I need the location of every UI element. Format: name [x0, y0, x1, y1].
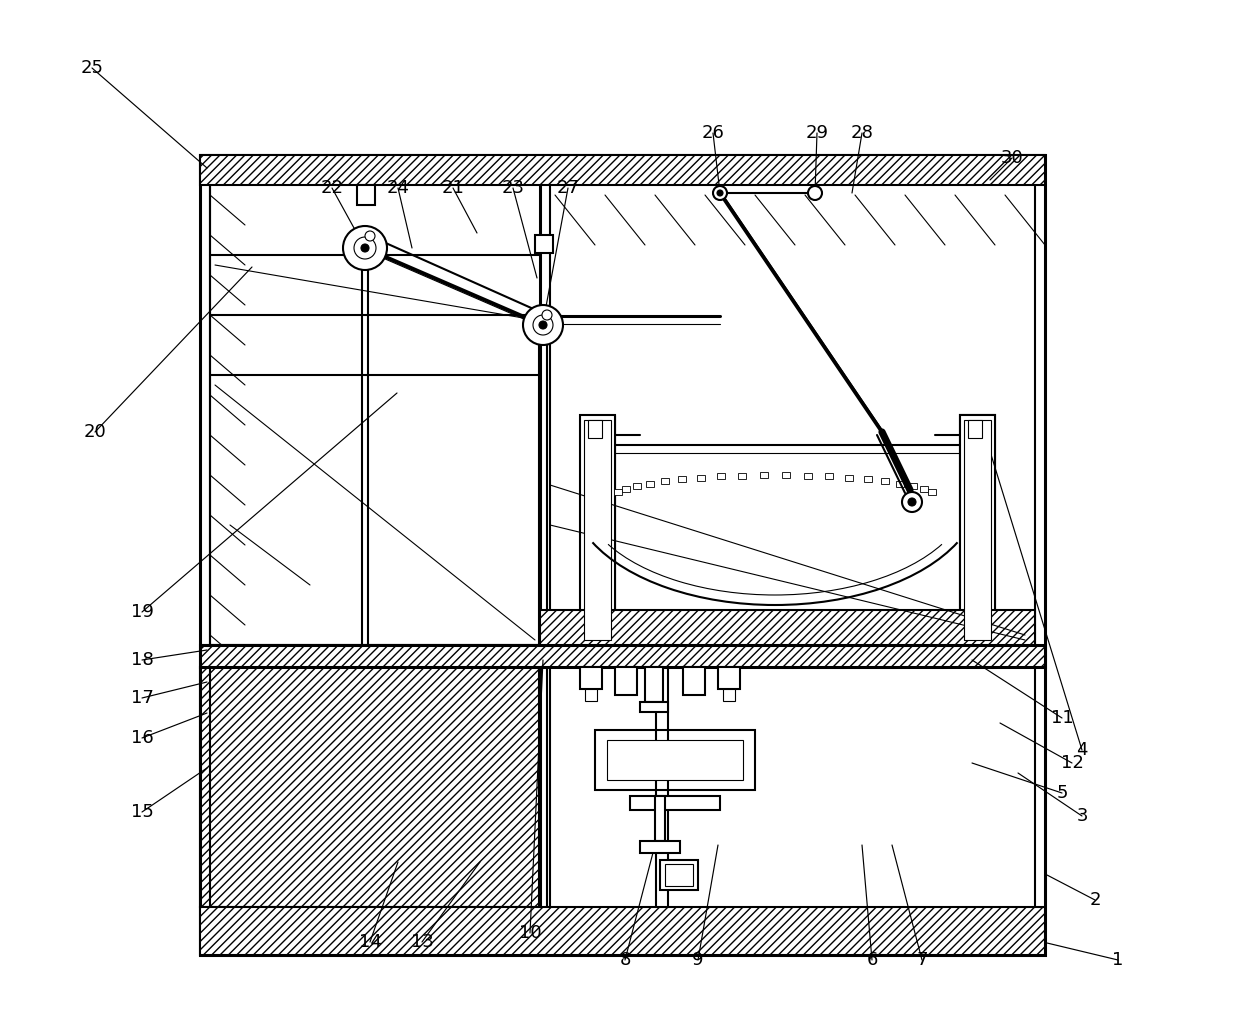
- Circle shape: [808, 186, 822, 200]
- Circle shape: [901, 492, 923, 512]
- Text: 5: 5: [1056, 784, 1068, 802]
- Circle shape: [343, 226, 387, 270]
- Circle shape: [523, 305, 563, 345]
- Bar: [960, 415, 994, 645]
- Text: 2: 2: [1089, 891, 1101, 909]
- Circle shape: [365, 231, 374, 241]
- Bar: [880, 479, 889, 485]
- Text: 7: 7: [916, 951, 928, 969]
- Text: 27: 27: [557, 179, 579, 197]
- Bar: [200, 155, 1045, 955]
- Circle shape: [542, 310, 552, 320]
- Bar: [200, 907, 1045, 955]
- Bar: [863, 477, 872, 483]
- Bar: [782, 473, 790, 478]
- Bar: [357, 185, 374, 205]
- Text: 3: 3: [1076, 807, 1087, 825]
- Bar: [534, 235, 553, 254]
- Text: 11: 11: [1050, 709, 1074, 727]
- Text: 21: 21: [441, 179, 465, 197]
- Bar: [683, 667, 706, 695]
- Bar: [584, 420, 611, 640]
- Bar: [739, 473, 746, 479]
- Bar: [632, 484, 641, 490]
- Bar: [665, 864, 693, 886]
- Bar: [804, 473, 811, 479]
- Bar: [645, 667, 663, 702]
- Bar: [580, 415, 615, 645]
- Text: 14: 14: [358, 933, 382, 951]
- Text: 29: 29: [806, 124, 828, 142]
- Bar: [622, 487, 630, 492]
- Bar: [968, 420, 982, 438]
- Bar: [718, 667, 740, 689]
- Bar: [580, 667, 601, 689]
- Text: 16: 16: [130, 729, 154, 747]
- Text: 18: 18: [130, 651, 154, 669]
- Bar: [640, 841, 680, 853]
- Bar: [615, 667, 637, 695]
- Bar: [661, 479, 670, 485]
- Bar: [909, 484, 918, 490]
- Circle shape: [717, 190, 723, 196]
- Bar: [920, 487, 928, 492]
- Bar: [539, 610, 1035, 645]
- Bar: [697, 475, 706, 481]
- Text: 20: 20: [83, 423, 107, 441]
- Bar: [595, 730, 755, 790]
- Text: 15: 15: [130, 803, 154, 821]
- Text: 25: 25: [81, 59, 103, 77]
- Text: 12: 12: [1060, 754, 1084, 772]
- Bar: [210, 165, 1035, 945]
- Text: 30: 30: [1001, 149, 1023, 167]
- Bar: [580, 415, 615, 645]
- Bar: [897, 481, 904, 487]
- Text: 28: 28: [851, 124, 873, 142]
- Bar: [718, 474, 725, 480]
- Bar: [200, 667, 539, 907]
- Text: 13: 13: [410, 933, 434, 951]
- Bar: [928, 490, 936, 495]
- Bar: [963, 420, 991, 640]
- Text: 26: 26: [702, 124, 724, 142]
- Bar: [630, 796, 720, 810]
- Bar: [200, 645, 1045, 667]
- Bar: [655, 796, 665, 841]
- Circle shape: [353, 237, 376, 259]
- Bar: [640, 702, 668, 712]
- Circle shape: [539, 321, 547, 329]
- Bar: [825, 474, 832, 480]
- Bar: [200, 155, 1045, 185]
- Bar: [660, 860, 698, 890]
- Bar: [588, 420, 601, 438]
- Circle shape: [713, 186, 727, 200]
- Text: 4: 4: [1076, 741, 1087, 759]
- Circle shape: [361, 244, 370, 252]
- Bar: [844, 475, 853, 481]
- Bar: [960, 415, 994, 645]
- Text: 19: 19: [130, 603, 154, 621]
- Bar: [608, 740, 743, 780]
- Text: 24: 24: [387, 179, 409, 197]
- Bar: [646, 481, 653, 487]
- Text: 23: 23: [501, 179, 525, 197]
- Text: 22: 22: [320, 179, 343, 197]
- Bar: [585, 689, 596, 701]
- Text: 17: 17: [130, 689, 154, 707]
- Text: 9: 9: [692, 951, 704, 969]
- Circle shape: [533, 315, 553, 335]
- Text: 8: 8: [619, 951, 631, 969]
- Circle shape: [908, 498, 916, 506]
- Text: 10: 10: [518, 924, 542, 942]
- Bar: [760, 473, 768, 478]
- Bar: [614, 490, 622, 495]
- Bar: [723, 689, 735, 701]
- Text: 1: 1: [1112, 951, 1123, 969]
- Text: 6: 6: [867, 951, 878, 969]
- Bar: [678, 477, 687, 483]
